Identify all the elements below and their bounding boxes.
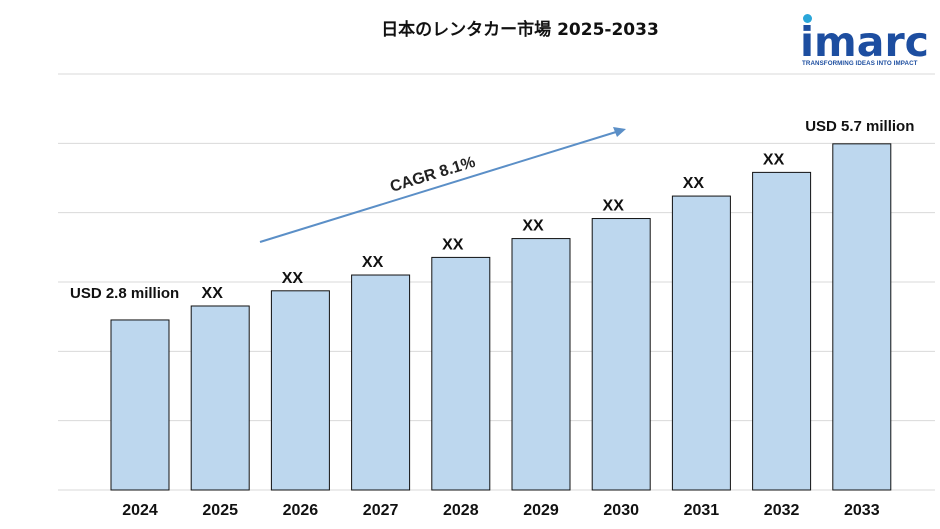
x-tick-2031: 2031 [684, 502, 720, 519]
bar-2029 [511, 238, 571, 491]
x-tick-2026: 2026 [283, 502, 319, 519]
data-labels: USD 2.8 million XX XX XX XX XX XX XX XX USD 5.7 m… [70, 118, 914, 302]
data-label-2026: XX [282, 270, 304, 287]
x-tick-labels: 2024 2025 2026 2027 2028 2029 2030 2031 2032 2033 [122, 502, 879, 519]
x-tick-2025: 2025 [202, 502, 238, 519]
bar-2033 [832, 143, 892, 491]
x-tick-2028: 2028 [443, 502, 479, 519]
x-tick-2029: 2029 [523, 502, 559, 519]
data-label-2032: XX [763, 151, 785, 168]
data-label-2030: XX [603, 198, 625, 215]
logo-wordmark: imarc [800, 18, 929, 66]
x-tick-2024: 2024 [122, 502, 158, 519]
data-label-2027: XX [362, 254, 384, 271]
cagr-arrow-line [259, 131, 617, 243]
bars [110, 143, 892, 491]
data-label-2031: XX [683, 175, 705, 192]
x-tick-2033: 2033 [844, 502, 880, 519]
cagr-trend-arrow: CAGR 8.1% [259, 127, 626, 243]
data-label-2024: USD 2.8 million [70, 285, 179, 302]
data-label-2033: USD 5.7 million [805, 118, 914, 135]
bar-2027 [351, 274, 411, 491]
bar-2024 [110, 319, 170, 491]
bar-2026 [270, 290, 330, 491]
logo-dot [803, 14, 812, 23]
chart-title: 日本のレンタカー市場 2025-2033 [381, 19, 659, 40]
data-label-2029: XX [522, 218, 544, 235]
cagr-arrow-head [613, 127, 626, 137]
bar-2030 [591, 218, 651, 491]
logo-tagline: TRANSFORMING IDEAS INTO IMPACT [802, 60, 918, 67]
x-tick-2027: 2027 [363, 502, 399, 519]
bar-2032 [752, 171, 812, 491]
bar-2031 [671, 195, 731, 491]
data-label-2025: XX [202, 285, 224, 302]
x-tick-2032: 2032 [764, 502, 800, 519]
imarc-logo: imarc TRANSFORMING IDEAS INTO IMPACT [800, 14, 930, 70]
bar-2025 [190, 305, 250, 491]
data-label-2028: XX [442, 236, 464, 253]
bar-2028 [431, 256, 491, 491]
x-tick-2030: 2030 [603, 502, 639, 519]
